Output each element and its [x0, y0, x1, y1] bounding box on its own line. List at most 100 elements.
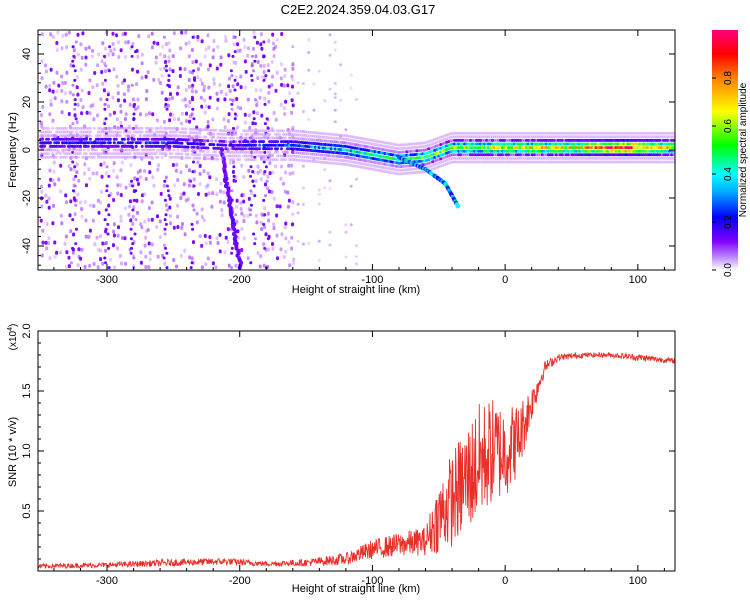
heatmap-cell [160, 73, 164, 78]
heatmap-cells [39, 30, 675, 270]
heatmap-cell [126, 137, 130, 141]
heatmap-cell [227, 84, 231, 89]
heatmap-cell [233, 35, 237, 39]
heatmap-cell [192, 117, 196, 121]
heatmap-cell [107, 203, 111, 208]
heatmap-cell [275, 37, 279, 42]
heatmap-cell [73, 98, 77, 102]
heatmap-cell [252, 30, 256, 35]
heatmap-cell [260, 113, 264, 118]
heatmap-cell [73, 107, 77, 111]
heatmap-cell [191, 83, 195, 87]
heatmap-cell [199, 78, 203, 82]
heatmap-cell [107, 69, 111, 73]
heatmap-cell [234, 61, 238, 65]
figure-title: C2E2.2024.359.04.03.G17 [281, 2, 436, 17]
heatmap-cell [255, 111, 259, 116]
heatmap-cell [223, 125, 227, 130]
heatmap-cell [124, 40, 128, 45]
heatmap-cell [214, 150, 218, 154]
heatmap-cell [171, 54, 175, 59]
heatmap-cell [276, 158, 279, 162]
heatmap-cell [164, 213, 168, 217]
heatmap-cell [92, 262, 96, 266]
heatmap-cell [47, 236, 51, 241]
snr-panel: -300 -200 -100 0 100 0.5 1.0 1.5 2.0 Height of … [7, 323, 676, 595]
snr-ytick-label: 0.5 [21, 503, 33, 518]
heatmap-cell [47, 205, 51, 210]
heatmap-cell [248, 125, 252, 130]
heatmap-cell [172, 31, 176, 36]
heatmap-cell [100, 189, 103, 194]
heatmap-cell [123, 98, 127, 103]
heatmap-cell [260, 74, 264, 79]
heatmap-cell [154, 152, 158, 156]
heatmap-cell [65, 99, 69, 104]
heatmap-cell [183, 97, 187, 102]
heatmap-cell [253, 155, 257, 159]
heatmap-cell [80, 247, 84, 252]
heatmap-cell [186, 152, 190, 156]
heatmap-cell [140, 130, 144, 134]
heatmap-cell [170, 96, 174, 101]
heatmap-cell [86, 144, 90, 148]
heatmap-cell [141, 139, 145, 144]
heatmap-cell [259, 88, 263, 93]
heatmap-cell [162, 256, 166, 260]
heatmap-cell [235, 198, 239, 203]
heatmap-cell [71, 218, 75, 222]
heatmap-cell [87, 167, 91, 172]
heatmap-cell [91, 48, 95, 53]
heatmap-cell [71, 59, 75, 63]
heatmap-cell [184, 131, 188, 135]
heatmap-cell [104, 117, 108, 121]
heatmap-cell [250, 78, 254, 82]
heatmap-cell [215, 192, 219, 197]
heatmap-cell [64, 193, 68, 198]
heatmap-cell [82, 155, 86, 159]
heatmap-cell [254, 88, 258, 93]
heatmap-cell [158, 219, 162, 224]
heatmap-cell [200, 39, 204, 44]
heatmap-cell [49, 98, 53, 103]
heatmap-cell [106, 148, 110, 152]
heatmap-cell [283, 74, 287, 78]
heatmap-cell [301, 186, 305, 190]
heatmap-cell [67, 264, 71, 269]
heatmap-cell [195, 211, 199, 216]
heatmap-cell [132, 134, 136, 138]
heatmap-cell [247, 196, 251, 201]
heatmap-cell [88, 130, 92, 134]
heatmap-cell [138, 175, 142, 180]
heatmap-cell [202, 88, 206, 93]
heatmap-cell [258, 143, 262, 147]
heatmap-cell [168, 48, 172, 53]
heatmap-cell [105, 165, 109, 169]
snr-ytick-label: 1.5 [21, 383, 33, 398]
heatmap-cell [262, 222, 266, 226]
heatmap-cell [172, 137, 176, 141]
heatmap-cell [212, 143, 216, 147]
heatmap-cell [183, 248, 187, 253]
heatmap-cell [60, 46, 64, 51]
heatmap-cell [148, 250, 152, 255]
heatmap-cell [65, 126, 68, 130]
heatmap-cell [95, 171, 99, 176]
heatmap-cell [220, 213, 224, 218]
heatmap-cell [49, 102, 53, 107]
heatmap-cell [163, 227, 167, 231]
heatmap-cell [75, 227, 78, 231]
heatmap-cell [139, 112, 142, 117]
heatmap-cell [60, 88, 64, 93]
heatmap-cell [76, 52, 80, 57]
heatmap-cell [99, 248, 103, 253]
heatmap-cell [110, 126, 114, 130]
heatmap-cell [246, 97, 250, 102]
heatmap-cell [103, 102, 107, 106]
heatmap-cell [144, 74, 148, 79]
heatmap-cell [41, 137, 45, 141]
snr-ytick-label: 2.0 [21, 323, 33, 338]
heatmap-cell [162, 144, 166, 148]
heatmap-cell [268, 132, 272, 136]
